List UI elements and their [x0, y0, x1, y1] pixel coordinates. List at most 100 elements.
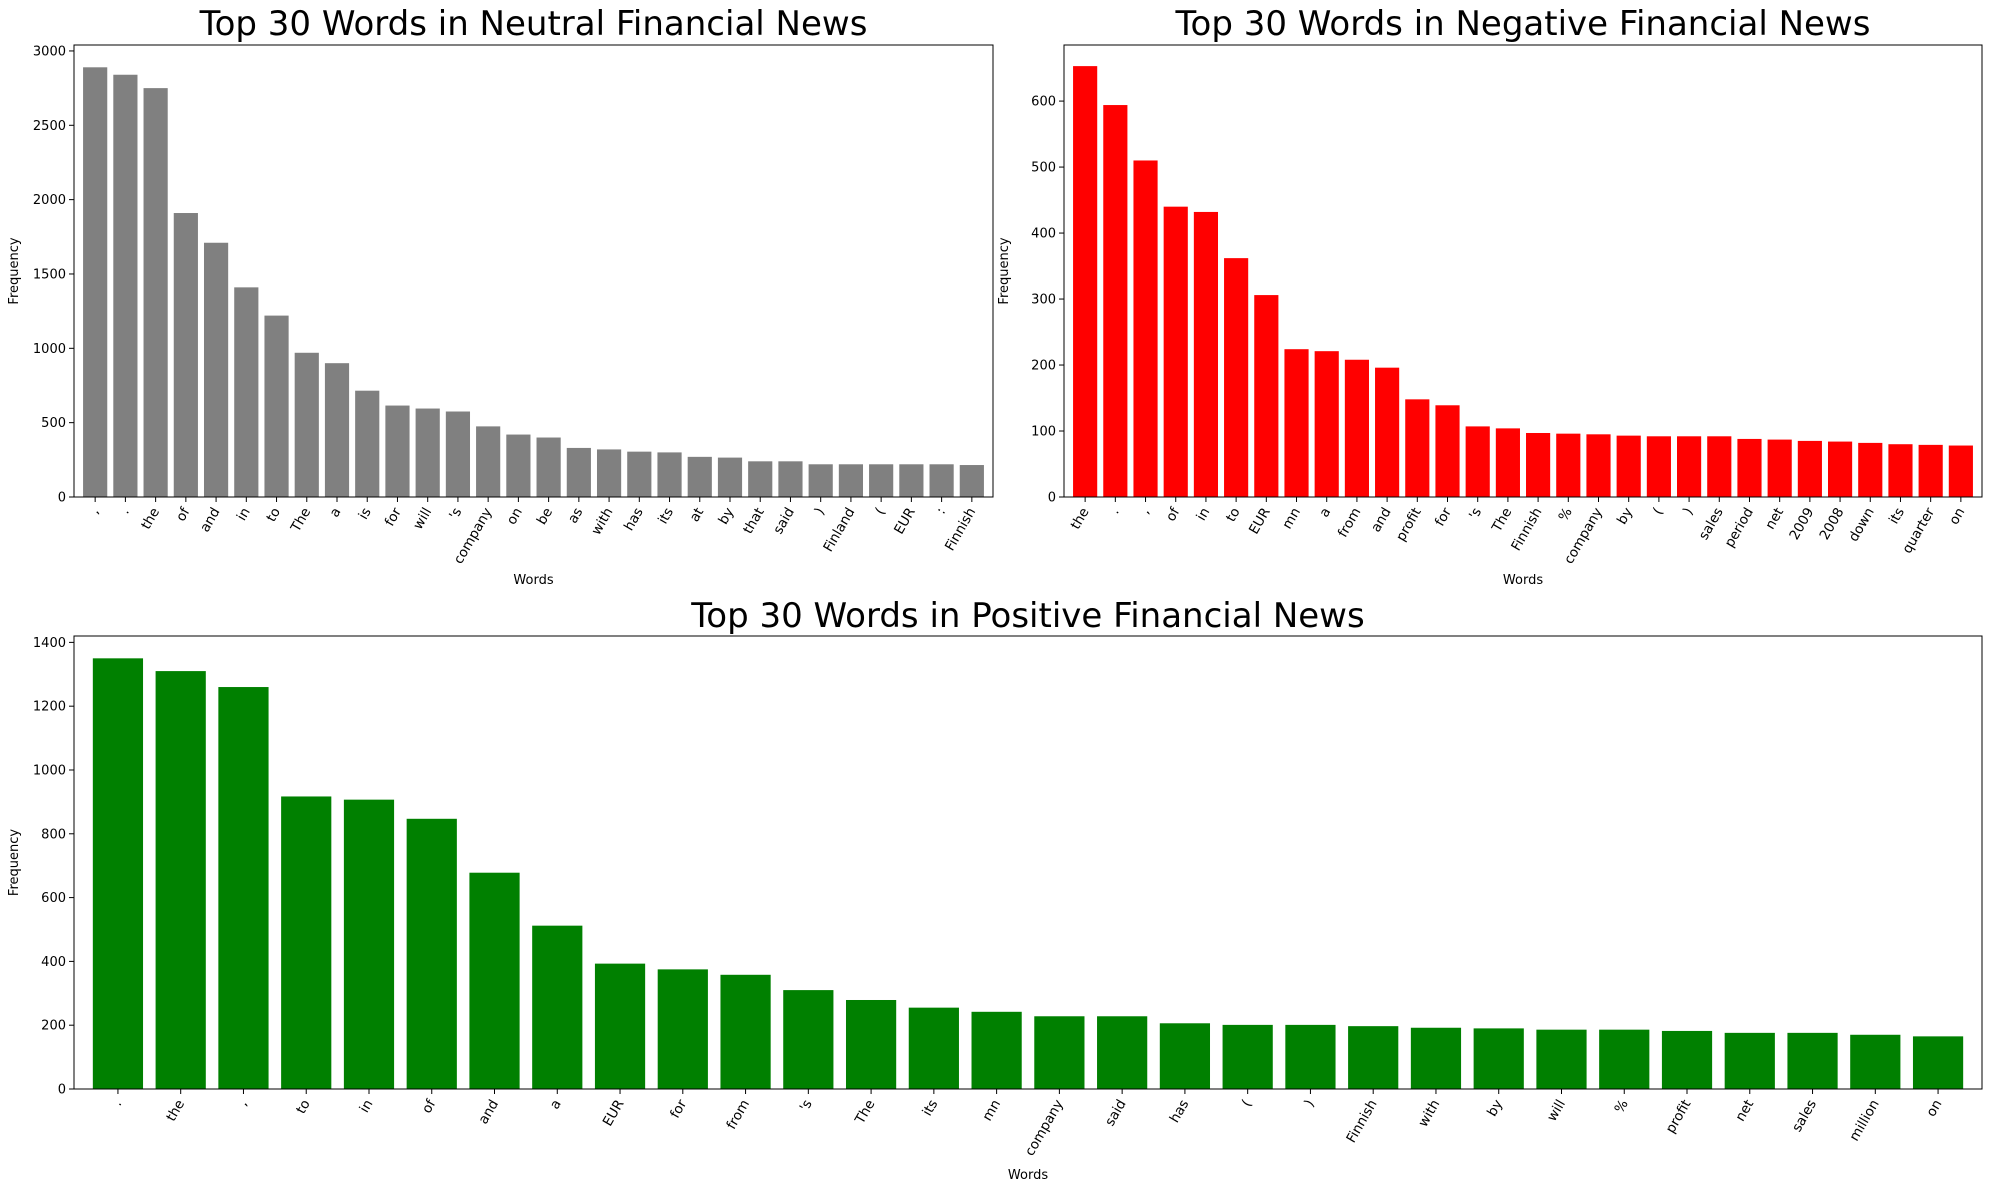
bar-EUR-27 — [899, 464, 924, 497]
x-tick-label: at — [687, 505, 708, 525]
y-tick-label: 3000 — [33, 44, 66, 59]
bar-The-14 — [1495, 428, 1520, 497]
bar-Finnish-15 — [1526, 432, 1551, 497]
y-tick-label: 600 — [41, 891, 66, 906]
y-tick-label: 1400 — [33, 636, 66, 651]
x-tick-label: a — [326, 505, 344, 520]
x-axis-label: Words — [513, 573, 553, 588]
chart-0: Top 30 Words in Neutral Financial News 0 5… — [7, 4, 994, 588]
x-tick-label: 2008 — [1817, 505, 1848, 543]
bar--26 — [869, 464, 894, 497]
x-tick-label: has — [1167, 1097, 1193, 1126]
x-axis-label: Words — [1008, 1168, 1048, 1183]
bar--19 — [1646, 436, 1671, 497]
bar-be-15 — [536, 437, 561, 497]
x-tick-label: ) — [1680, 505, 1696, 518]
x-tick-label: mn — [1279, 505, 1304, 532]
bar-with-21 — [1410, 1027, 1462, 1089]
x-tick-label: the — [163, 1097, 188, 1124]
x-tick-label: million — [1846, 1097, 1882, 1144]
bar-a-8 — [324, 363, 350, 497]
bar-for-9 — [657, 969, 708, 1089]
x-tick-label: net — [1732, 1097, 1757, 1124]
x-tick-label: its — [655, 505, 677, 527]
y-tick-label: 2500 — [33, 119, 66, 134]
bar-a-7 — [532, 925, 583, 1089]
y-tick-label: 600 — [1031, 95, 1056, 110]
x-tick-label: from — [723, 1097, 753, 1132]
x-tick-label: on — [1923, 1097, 1945, 1120]
bar-mn-7 — [1284, 349, 1309, 497]
x-tick-label: in — [1193, 505, 1213, 524]
x-tick-label: : — [933, 505, 949, 517]
bar-the-0 — [1073, 66, 1098, 497]
x-tick-label: profit — [1663, 1097, 1695, 1136]
y-tick-label: 500 — [41, 416, 66, 431]
chart-2: Top 30 Words in Positive Financial News 0… — [7, 596, 1983, 1183]
x-tick-label: EUR — [1246, 505, 1274, 537]
bar-that-22 — [748, 461, 773, 497]
bar--0 — [83, 67, 108, 497]
bar-with-17 — [596, 449, 622, 497]
x-tick-label: will — [410, 505, 435, 532]
x-tick-label: of — [1163, 504, 1184, 524]
bar-2009-24 — [1797, 440, 1822, 497]
x-tick-label: said — [1102, 1097, 1130, 1129]
x-tick-label: in — [356, 1097, 376, 1116]
x-tick-label: and — [197, 505, 224, 535]
bar-Finland-25 — [838, 464, 864, 497]
x-tick-label: a — [547, 1097, 565, 1112]
y-tick-label: 0 — [1048, 491, 1056, 506]
x-tick-label: ( — [872, 505, 888, 518]
y-tick-label: 800 — [41, 827, 66, 842]
x-tick-label: 's — [446, 505, 465, 522]
x-tick-label: to — [293, 1097, 314, 1117]
x-tick-label: on — [1946, 505, 1968, 528]
bar--28 — [929, 464, 954, 497]
x-tick-label: in — [234, 505, 254, 524]
x-tick-label: The — [852, 1097, 879, 1128]
x-tick-label: as — [565, 505, 587, 526]
bar-down-26 — [1858, 442, 1883, 497]
y-tick-label: 400 — [1031, 227, 1056, 242]
bar--2 — [218, 687, 269, 1089]
bar-net-23 — [1767, 439, 1792, 497]
axes-frame — [1063, 44, 1983, 498]
y-axis-label: Frequency — [997, 237, 1012, 304]
x-tick-label: EUR — [600, 1097, 628, 1129]
y-tick-label: 2000 — [33, 193, 66, 208]
bar-on-29 — [1912, 1036, 1964, 1089]
x-tick-label: , — [87, 505, 103, 517]
bar--16 — [1556, 433, 1581, 497]
y-tick-label: 1200 — [33, 700, 66, 715]
bar-is-9 — [355, 390, 380, 497]
bar-Finnish-29 — [959, 465, 984, 497]
bar-said-23 — [778, 461, 803, 497]
chart-1: Top 30 Words in Negative Financial News 0… — [997, 4, 1983, 588]
x-tick-label: for — [1432, 505, 1455, 529]
x-tick-label: and — [1368, 505, 1395, 535]
x-tick-label: period — [1722, 505, 1757, 550]
x-tick-label: its — [919, 1097, 941, 1119]
y-tick-label: 400 — [41, 955, 66, 970]
y-axis-label: Frequency — [7, 237, 22, 304]
bar-its-13 — [908, 1007, 959, 1089]
bar--19 — [1285, 1024, 1336, 1089]
bar-and-4 — [203, 242, 229, 497]
x-tick-label: of — [419, 1096, 440, 1116]
bar-EUR-8 — [594, 963, 646, 1089]
bar-of-5 — [406, 818, 457, 1089]
bar--0 — [92, 658, 144, 1089]
bar-will-11 — [415, 408, 440, 497]
x-tick-label: of — [173, 504, 194, 524]
bar-to-6 — [264, 315, 289, 497]
bar-s-12 — [445, 411, 471, 497]
bar-and-6 — [469, 872, 520, 1089]
x-tick-label: down — [1846, 505, 1878, 545]
y-axis-label: Frequency — [7, 829, 22, 896]
x-tick-label: ( — [1239, 1097, 1255, 1110]
bar-to-5 — [1224, 258, 1249, 497]
x-tick-label: has — [621, 505, 647, 534]
x-tick-label: its — [1886, 505, 1908, 527]
